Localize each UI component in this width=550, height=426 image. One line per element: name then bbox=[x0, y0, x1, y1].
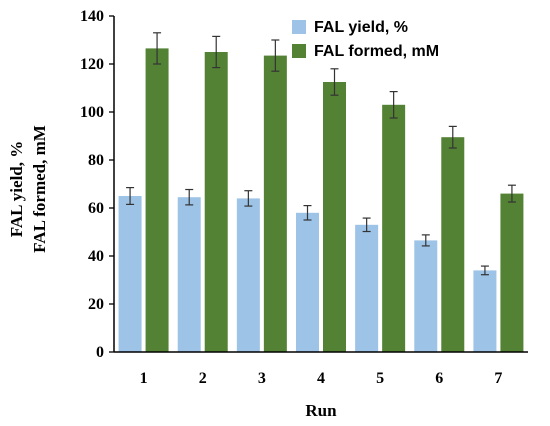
x-tick-label-1: 1 bbox=[140, 370, 148, 387]
error-bars-layer bbox=[126, 32, 516, 276]
x-tick-label-5: 5 bbox=[376, 370, 384, 387]
y-tick-label-140: 140 bbox=[80, 8, 104, 25]
y-tick-label-60: 60 bbox=[88, 200, 104, 217]
y-tick-label-40: 40 bbox=[88, 248, 104, 265]
error-bar-fal-yield-run-1 bbox=[126, 187, 135, 205]
error-bar-fal-formed-run-5 bbox=[389, 90, 398, 119]
bar-fal-yield-run-4 bbox=[296, 212, 319, 352]
error-bar-fal-yield-run-6 bbox=[421, 234, 430, 247]
error-bar-fal-formed-run-7 bbox=[507, 184, 516, 203]
error-bar-fal-yield-run-3 bbox=[244, 190, 253, 207]
error-bar-fal-yield-run-2 bbox=[185, 188, 194, 206]
bar-fal-formed-run-6 bbox=[441, 137, 465, 352]
error-bar-fal-yield-run-5 bbox=[362, 217, 371, 233]
x-tick-label-3: 3 bbox=[258, 370, 266, 387]
error-bar-fal-formed-run-4 bbox=[330, 68, 339, 96]
error-bar-fal-formed-run-6 bbox=[448, 125, 457, 149]
y-axis-label-line1: FAL yield, % bbox=[7, 141, 26, 238]
legend-label-fal-yield: FAL yield, % bbox=[314, 19, 408, 36]
error-bar-fal-formed-run-2 bbox=[212, 35, 221, 69]
error-bar-fal-formed-run-1 bbox=[153, 32, 162, 65]
bar-fal-formed-run-1 bbox=[145, 48, 169, 353]
legend-swatch-fal-formed bbox=[292, 44, 306, 58]
error-bar-fal-yield-run-7 bbox=[480, 265, 489, 276]
bar-fal-yield-run-6 bbox=[414, 240, 438, 352]
y-ticks: 0 20 40 60 80 100 120 140 bbox=[80, 8, 114, 361]
y-axis-label-line2: FAL formed, mM bbox=[30, 125, 49, 253]
y-tick-label-0: 0 bbox=[96, 344, 104, 361]
bars-layer bbox=[118, 48, 524, 353]
bar-fal-formed-run-4 bbox=[323, 82, 346, 352]
bar-fal-yield-run-3 bbox=[236, 198, 260, 352]
error-bar-fal-formed-run-3 bbox=[271, 39, 280, 72]
bar-fal-formed-run-7 bbox=[500, 193, 524, 352]
x-tick-label-2: 2 bbox=[199, 370, 207, 387]
y-tick-label-120: 120 bbox=[80, 56, 104, 73]
legend-swatch-fal-yield bbox=[292, 20, 306, 34]
axes bbox=[113, 16, 528, 353]
y-tick-label-80: 80 bbox=[88, 152, 104, 169]
x-axis-label: Run bbox=[305, 401, 337, 420]
y-tick-label-100: 100 bbox=[80, 104, 104, 121]
legend: FAL yield, % FAL formed, mM bbox=[292, 19, 439, 60]
error-bar-fal-yield-run-4 bbox=[303, 205, 312, 221]
bar-fal-yield-run-1 bbox=[118, 196, 142, 352]
x-tick-label-7: 7 bbox=[494, 370, 502, 387]
legend-label-fal-formed: FAL formed, mM bbox=[314, 43, 439, 60]
bar-fal-yield-run-2 bbox=[177, 197, 201, 352]
x-ticks: 1 2 3 4 5 6 7 bbox=[140, 370, 503, 387]
x-tick-label-6: 6 bbox=[435, 370, 443, 387]
bar-fal-formed-run-2 bbox=[204, 52, 228, 352]
x-tick-label-4: 4 bbox=[317, 370, 325, 387]
bar-fal-yield-run-5 bbox=[355, 224, 379, 352]
y-tick-label-20: 20 bbox=[88, 296, 104, 313]
bar-fal-formed-run-3 bbox=[263, 55, 287, 352]
bar-fal-yield-run-7 bbox=[473, 270, 497, 352]
bar-fal-formed-run-5 bbox=[382, 104, 406, 352]
